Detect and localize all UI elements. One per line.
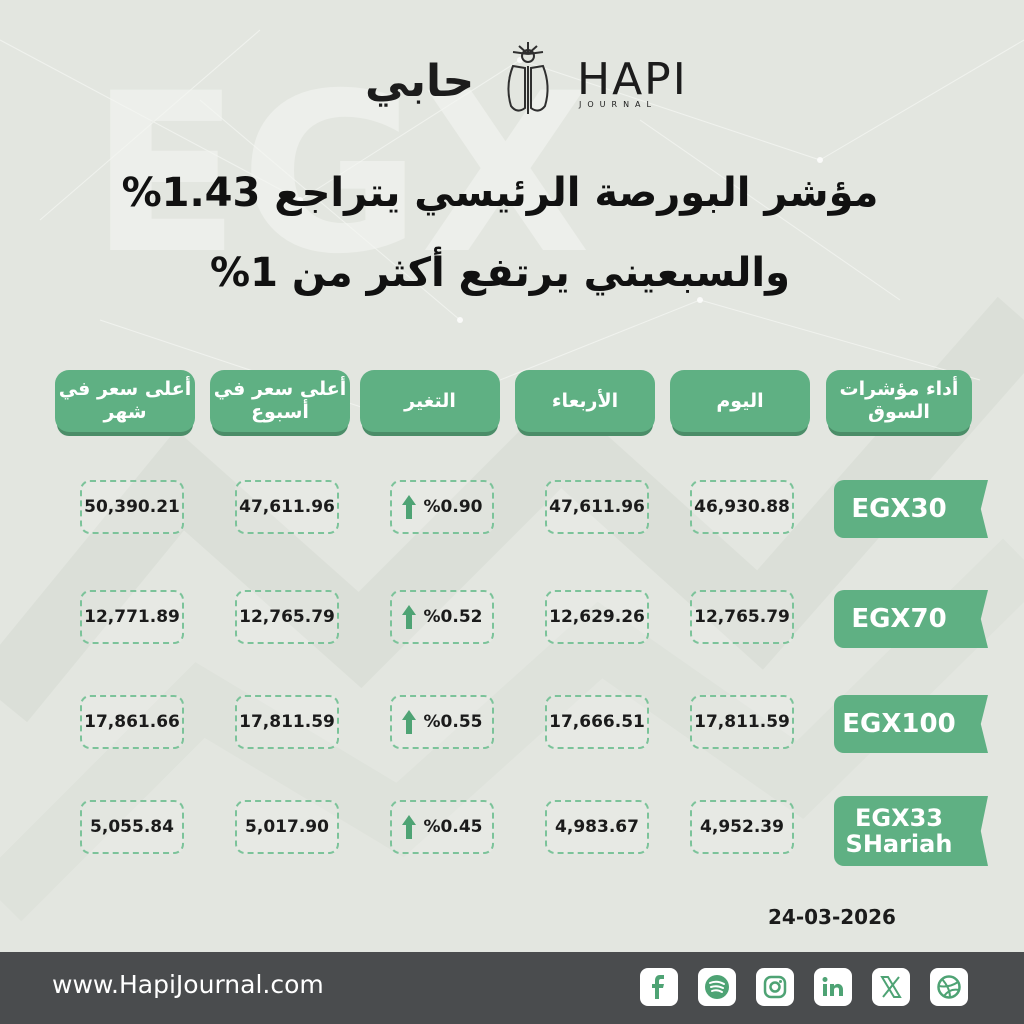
- cell-month-high: 12,771.89: [80, 590, 184, 644]
- cell-week-high: 47,611.96: [235, 480, 339, 534]
- logo-arabic: حابي: [365, 56, 475, 107]
- cell-today: 12,765.79: [690, 590, 794, 644]
- column-header-week-high: أعلى سعر في أسبوع: [210, 370, 350, 432]
- spotify-icon[interactable]: [698, 968, 736, 1006]
- cell-change: %0.52: [390, 590, 494, 644]
- column-header-change: التغير: [360, 370, 500, 432]
- cell-month-high: 50,390.21: [80, 480, 184, 534]
- up-arrow-icon: [401, 605, 416, 629]
- row-label-egx100: EGX100: [834, 695, 964, 753]
- cell-wednesday: 12,629.26: [545, 590, 649, 644]
- column-header-month-high: أعلى سعر في شهر: [55, 370, 195, 432]
- headline-line-2: والسبعيني يرتفع أكثر من 1%: [210, 250, 790, 296]
- cell-month-high: 17,861.66: [80, 695, 184, 749]
- footer-bar: www.HapiJournal.com: [0, 952, 1024, 1024]
- cell-change: %0.45: [390, 800, 494, 854]
- cell-wednesday: 4,983.67: [545, 800, 649, 854]
- facebook-icon[interactable]: [640, 968, 678, 1006]
- cell-today: 17,811.59: [690, 695, 794, 749]
- pharaoh-emblem-icon: [485, 36, 571, 126]
- up-arrow-icon: [401, 815, 416, 839]
- row-label-egx30: EGX30: [834, 480, 964, 538]
- column-header-today: اليوم: [670, 370, 810, 432]
- website-link[interactable]: www.HapiJournal.com: [52, 970, 324, 999]
- change-value: %0.55: [423, 712, 483, 732]
- date-label: 24-03-2026: [768, 905, 896, 929]
- hapi-logo: حابي HAPI JOURNAL: [365, 42, 686, 122]
- cell-week-high: 17,811.59: [235, 695, 339, 749]
- instagram-icon[interactable]: [756, 968, 794, 1006]
- cell-change: %0.55: [390, 695, 494, 749]
- cell-change: %0.90: [390, 480, 494, 534]
- cell-week-high: 5,017.90: [235, 800, 339, 854]
- cell-month-high: 5,055.84: [80, 800, 184, 854]
- dribbble-icon[interactable]: [930, 968, 968, 1006]
- logo-latin: HAPI: [577, 54, 688, 105]
- logo-subtitle: JOURNAL: [579, 100, 657, 109]
- row-label-egx33-shariah: EGX33 SHariah: [834, 796, 964, 866]
- cell-week-high: 12,765.79: [235, 590, 339, 644]
- cell-today: 4,952.39: [690, 800, 794, 854]
- change-value: %0.52: [423, 607, 483, 627]
- change-value: %0.45: [423, 817, 483, 837]
- column-header-market: أداء مؤشرات السوق: [826, 370, 972, 432]
- column-header-wednesday: الأربعاء: [515, 370, 655, 432]
- row-label-egx70: EGX70: [834, 590, 964, 648]
- cell-wednesday: 47,611.96: [545, 480, 649, 534]
- headline-line-1: مؤشر البورصة الرئيسي يتراجع 1.43%: [121, 170, 879, 216]
- linkedin-icon[interactable]: [814, 968, 852, 1006]
- up-arrow-icon: [401, 710, 416, 734]
- up-arrow-icon: [401, 495, 416, 519]
- cell-wednesday: 17,666.51: [545, 695, 649, 749]
- x-icon[interactable]: [872, 968, 910, 1006]
- cell-today: 46,930.88: [690, 480, 794, 534]
- change-value: %0.90: [423, 497, 483, 517]
